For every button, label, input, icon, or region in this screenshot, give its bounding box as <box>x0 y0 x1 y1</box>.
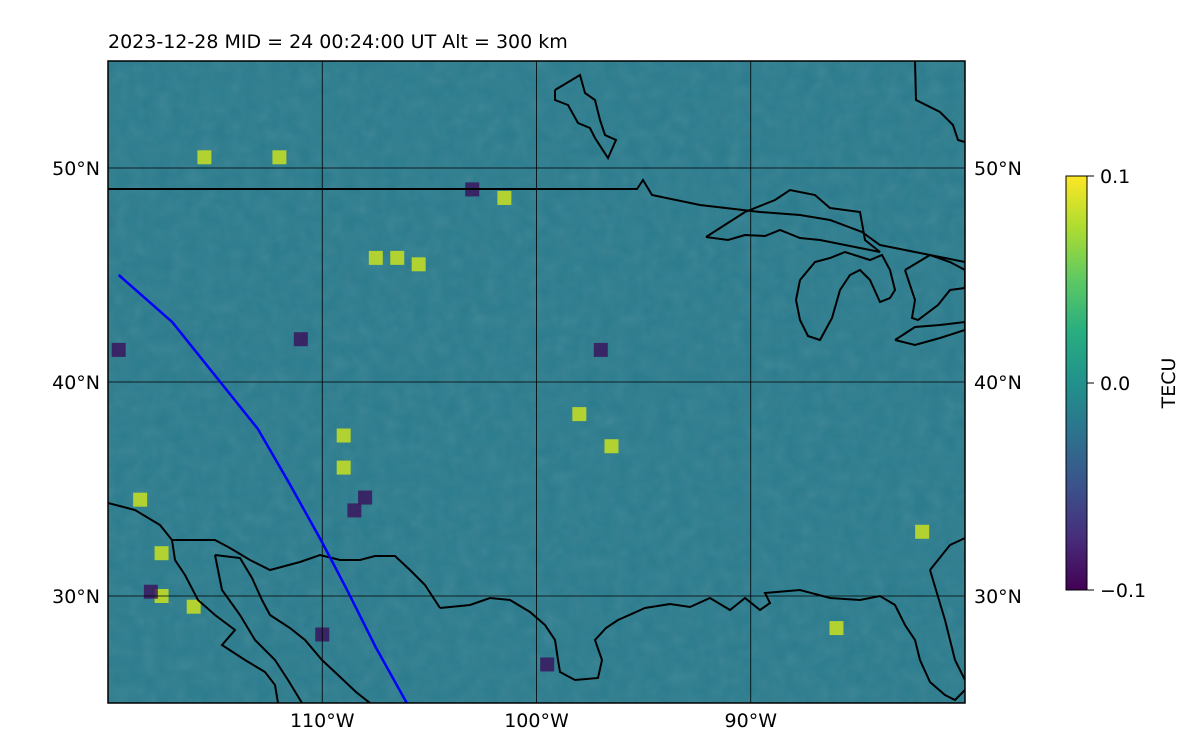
gulf-of-california <box>214 554 371 703</box>
positive-anomaly <box>915 524 930 539</box>
x-tick-label: 110°W <box>290 710 355 732</box>
negative-anomaly <box>593 342 608 357</box>
hudson-island <box>554 73 618 161</box>
y-tick-label-left: 40°N <box>52 372 100 394</box>
y-tick-label-left: 50°N <box>52 158 100 180</box>
positive-anomaly <box>197 150 212 165</box>
sonora-coast <box>214 554 303 703</box>
gulf-coast <box>439 588 965 702</box>
positive-anomaly <box>368 250 383 265</box>
lake-huron <box>904 253 965 322</box>
hudson-coast <box>914 61 965 143</box>
x-tick-label: 100°W <box>504 710 569 732</box>
coastlines <box>108 61 965 703</box>
positive-anomaly <box>272 150 287 165</box>
colorbar-ticks: 0.1 0.0 −0.1 <box>1087 166 1146 602</box>
y-tick-label-left: 30°N <box>52 586 100 608</box>
positive-anomaly <box>336 460 351 475</box>
negative-anomaly <box>293 332 308 347</box>
positive-anomaly <box>154 546 169 561</box>
florida-peninsula <box>929 569 965 681</box>
lake-erie <box>894 320 965 347</box>
y-tick-label-right: 40°N <box>974 372 1022 394</box>
y-tick-labels-left: 30°N 40°N 50°N <box>52 158 100 608</box>
negative-anomaly <box>111 342 126 357</box>
colorbar-label: TECU <box>1158 358 1180 410</box>
negative-anomaly <box>143 584 158 599</box>
grid-lines <box>108 61 965 703</box>
positive-anomaly <box>186 599 201 614</box>
colorbar-tick-label: −0.1 <box>1100 580 1146 602</box>
lake-michigan <box>794 250 897 342</box>
colorbar-tick-label: 0.0 <box>1100 373 1130 395</box>
x-tick-label: 90°W <box>725 710 778 732</box>
y-tick-label-right: 50°N <box>974 158 1022 180</box>
lake-superior <box>705 188 881 253</box>
positive-anomaly <box>497 190 512 205</box>
positive-anomaly <box>336 428 351 443</box>
us-canada-border <box>108 178 965 263</box>
colorbar-gradient <box>1065 175 1088 591</box>
colorbar-tick-label: 0.1 <box>1100 166 1130 188</box>
map-area <box>108 61 965 703</box>
x-tick-labels: 110°W 100°W 90°W <box>290 710 777 732</box>
positive-anomaly <box>829 621 844 636</box>
colorbar: 0.1 0.0 −0.1 TECU <box>1065 166 1180 602</box>
baja-coast <box>108 502 279 703</box>
positive-anomaly <box>133 492 148 507</box>
negative-anomaly <box>540 657 555 672</box>
negative-anomaly <box>358 490 373 505</box>
positive-anomaly <box>604 439 619 454</box>
y-tick-labels-right: 30°N 40°N 50°N <box>974 158 1022 608</box>
chart-title: 2023-12-28 MID = 24 00:24:00 UT Alt = 30… <box>108 31 568 53</box>
positive-anomaly <box>411 257 426 272</box>
map-frame <box>107 60 966 704</box>
satellite-track <box>117 274 409 703</box>
y-tick-label-right: 30°N <box>974 586 1022 608</box>
positive-anomaly <box>572 407 587 422</box>
positive-anomaly <box>390 250 405 265</box>
negative-anomaly <box>347 503 362 518</box>
florida-coast <box>929 537 965 571</box>
